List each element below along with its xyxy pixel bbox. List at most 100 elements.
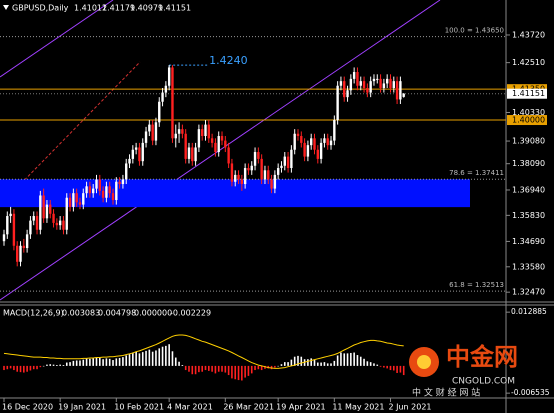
y-tick-label: 1.32470 — [512, 288, 545, 297]
candle-body — [101, 190, 105, 198]
macd-reading: 0.000000 — [134, 309, 172, 318]
watermark-site: CNGOLD.COM — [452, 377, 515, 387]
candle-body — [395, 81, 399, 100]
candle-body — [329, 140, 333, 146]
macd-bar — [171, 351, 174, 366]
candle-body — [343, 81, 346, 98]
candle-body — [237, 174, 240, 180]
macd-bar — [141, 352, 144, 366]
candle-body — [32, 216, 35, 221]
macd-bar — [59, 364, 61, 366]
watermark-brand: 中金网 — [446, 343, 518, 371]
peak-label: 1.4240 — [209, 54, 248, 67]
chart-header: GBPUSD,Daily — [12, 4, 69, 13]
ohlc-reading: 1.40979 — [130, 4, 163, 13]
macd-bar — [26, 365, 28, 372]
candle-body — [349, 78, 353, 91]
candle-body — [230, 163, 234, 182]
candle-body — [187, 147, 191, 159]
macd-bar — [198, 365, 200, 373]
macd-bar — [313, 360, 316, 366]
candle-body — [39, 195, 42, 230]
candle-body — [197, 129, 201, 148]
macd-bar — [3, 365, 5, 371]
candle-body — [359, 81, 362, 86]
candle-body — [85, 186, 88, 194]
macd-bar — [333, 360, 336, 366]
candle-body — [174, 133, 177, 139]
macd-bar — [317, 362, 319, 366]
candle-body — [356, 72, 359, 86]
candle-body — [22, 245, 26, 249]
macd-bar — [46, 364, 48, 366]
macd-bar — [340, 352, 342, 366]
macd-bar — [6, 365, 9, 370]
macd-bar — [56, 365, 58, 366]
macd-bar — [280, 364, 283, 366]
candle-body — [144, 131, 148, 143]
macd-bar — [16, 365, 19, 372]
macd-bar — [244, 365, 246, 378]
macd-bar — [293, 356, 296, 366]
candle-body — [72, 193, 75, 207]
macd-bar — [62, 365, 65, 366]
candle-body — [181, 129, 184, 134]
candle-body — [191, 147, 194, 162]
macd-bar — [326, 363, 329, 366]
macd-bar — [379, 365, 382, 367]
macd-bar — [208, 365, 210, 371]
macd-signal — [3, 334, 404, 369]
candle-body — [333, 120, 336, 141]
candle-body — [141, 142, 144, 162]
macd-bar — [181, 365, 184, 366]
candle-body — [68, 197, 72, 207]
y-tick-label: 1.42510 — [512, 58, 545, 67]
macd-bar — [115, 358, 118, 366]
candle-body — [372, 78, 376, 82]
macd-bar — [250, 365, 253, 374]
macd-bar — [257, 365, 260, 370]
candle-body — [385, 78, 389, 84]
y-tick-label: 1.34690 — [512, 237, 545, 246]
candle-body — [270, 179, 273, 189]
macd-bar — [174, 357, 177, 366]
candle-body — [91, 188, 95, 194]
candle-body — [247, 168, 250, 171]
candle-body — [399, 81, 402, 100]
y-tick-label: -0.006535 — [511, 388, 550, 397]
fib-label: 78.6 = 1.37411 — [449, 169, 504, 177]
fib-label: 100.0 = 1.43650 — [445, 27, 504, 35]
candle-body — [184, 133, 187, 159]
macd-bar — [42, 365, 45, 367]
candle-body — [138, 147, 141, 162]
fib-label: 61.8 = 1.32513 — [449, 281, 504, 289]
macd-bar — [369, 362, 372, 366]
macd-bar — [224, 365, 227, 373]
x-tick-label: 19 Jan 2021 — [58, 403, 106, 412]
candle-body — [42, 195, 45, 219]
macd-bar — [82, 359, 85, 366]
macd-bar — [221, 365, 223, 372]
macd-bar — [386, 365, 388, 369]
dropdown-icon — [3, 5, 9, 10]
macd-bar — [297, 355, 299, 366]
candle-body — [310, 138, 313, 146]
x-tick-label: 26 Mar 2021 — [223, 403, 274, 412]
watermark: 中金网 CNGOLD.COM 中 文 财 经 网 站 — [409, 343, 518, 399]
macd-title: MACD(12,26,9) — [3, 309, 64, 318]
y-tick-label: 1.33580 — [512, 262, 545, 271]
candle-body — [296, 133, 300, 137]
candle-body — [313, 138, 316, 150]
macd-reading: -0.002229 — [170, 309, 211, 318]
candle-body — [25, 234, 29, 249]
candle-body — [118, 181, 121, 185]
candle-body — [263, 170, 267, 180]
macd-bar — [79, 360, 81, 366]
macd-bar — [165, 345, 167, 366]
candle-body — [158, 101, 161, 123]
candle-body — [151, 124, 154, 141]
macd-bar — [343, 353, 346, 366]
macd-bar — [158, 348, 161, 366]
macd-bar — [29, 365, 32, 371]
macd-reading: 0.004798 — [98, 309, 136, 318]
